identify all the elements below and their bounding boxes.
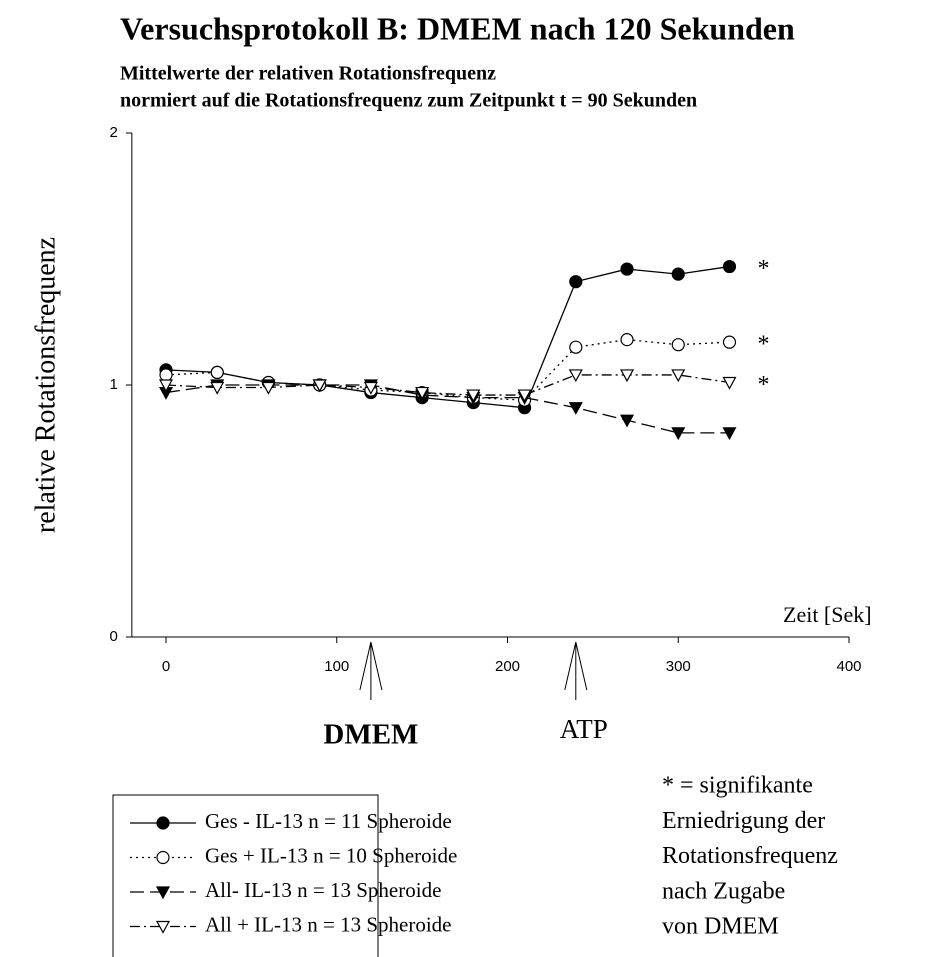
x-tick-label: 400: [836, 658, 861, 675]
marker: [671, 369, 686, 383]
note: * = signifikante: [662, 773, 813, 799]
marker: [159, 368, 173, 382]
significance-mark: *: [757, 332, 769, 358]
series-line: [165, 338, 730, 401]
y-tick-label: 2: [110, 124, 118, 141]
marker: [363, 381, 378, 395]
marker: [312, 379, 327, 393]
marker: [620, 333, 634, 347]
significance-mark: *: [757, 256, 769, 282]
marker: [261, 381, 276, 395]
marker: [722, 335, 737, 349]
marker: [671, 338, 685, 352]
significance-mark: *: [757, 372, 769, 398]
marker: [722, 376, 737, 390]
arrow: [564, 641, 588, 700]
series-line: [165, 374, 730, 396]
marker: [156, 816, 170, 830]
marker: [620, 262, 634, 276]
legend-label: All- IL-13 n = 13 Spheroide: [205, 878, 441, 902]
marker: [620, 369, 635, 383]
x-tick-label: 100: [324, 658, 349, 675]
marker: [722, 259, 737, 274]
arrow: [359, 641, 383, 700]
note: Rotationsfrequenz: [662, 843, 838, 869]
marker: [155, 920, 171, 934]
marker: [671, 267, 685, 281]
x-axis-label: Zeit [Sek]: [783, 602, 872, 627]
y-tick-label: 0: [110, 628, 118, 645]
marker: [569, 275, 583, 289]
marker: [156, 850, 170, 865]
chart-title: Versuchsprotokoll B: DMEM nach 120 Sekun…: [120, 10, 795, 46]
legend-label: Ges - IL-13 n = 11 Spheroide: [205, 809, 452, 833]
marker: [155, 886, 171, 900]
marker: [671, 427, 686, 441]
marker: [722, 427, 737, 441]
series-line: [165, 384, 730, 434]
note: von DMEM: [662, 914, 779, 940]
arrow-label: DMEM: [323, 719, 418, 751]
y-axis-label: relative Rotationsfrequenz: [30, 237, 61, 533]
marker: [158, 379, 174, 393]
marker: [466, 389, 481, 403]
marker: [569, 340, 583, 354]
arrow-label: ATP: [560, 714, 608, 744]
legend-label: All + IL-13 n = 13 Spheroide: [205, 912, 451, 936]
marker: [210, 365, 224, 379]
marker: [568, 369, 583, 383]
marker: [568, 402, 583, 415]
series-line: [165, 265, 730, 409]
note: Erniedrigung der: [662, 808, 825, 834]
x-tick-label: 300: [666, 658, 691, 675]
note: nach Zugabe: [662, 878, 785, 904]
chart-subtitle: normiert auf die Rotationsfrequenz zum Z…: [120, 90, 697, 112]
marker: [415, 386, 430, 400]
marker: [210, 381, 225, 395]
chart-subtitle: Mittelwerte der relativen Rotationsfrequ…: [120, 63, 496, 85]
x-tick-label: 200: [495, 658, 520, 675]
y-tick-label: 1: [110, 376, 118, 393]
x-tick-label: 0: [162, 658, 170, 675]
marker: [620, 414, 635, 428]
legend-label: Ges + IL-13 n = 10 Spheroide: [205, 843, 457, 867]
legend-box: [112, 794, 379, 957]
marker: [517, 389, 532, 403]
